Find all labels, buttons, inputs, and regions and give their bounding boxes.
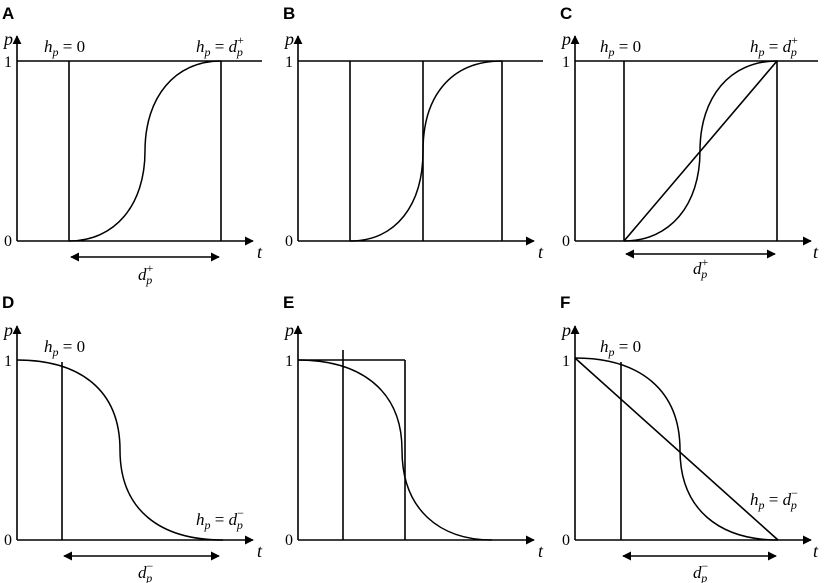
annotation-hp-dp: hp = d+ p bbox=[196, 33, 244, 59]
annotation-hp-zero: hp = 0 bbox=[44, 37, 85, 59]
sigmoid-curve bbox=[16, 359, 224, 541]
annotation-hp-dp: hp = d− p bbox=[196, 506, 244, 532]
panel-letter-a: A bbox=[2, 4, 14, 23]
duration-label: d+ p bbox=[693, 255, 709, 281]
linear-line bbox=[574, 357, 779, 541]
duration-label: d+ p bbox=[138, 261, 154, 287]
y-tick-top: 1 bbox=[4, 54, 12, 71]
y-axis-label: p bbox=[2, 29, 13, 49]
x-axis-label: t bbox=[257, 541, 263, 561]
panel-e: E p t 1 0 bbox=[283, 293, 544, 561]
linear-line bbox=[623, 60, 778, 242]
x-axis-label: t bbox=[538, 541, 544, 561]
y-axis-label: p bbox=[283, 29, 294, 49]
x-axis-label: t bbox=[538, 242, 544, 262]
annotation-hp-zero: hp = 0 bbox=[44, 337, 85, 359]
duration-label: d− p bbox=[138, 559, 154, 583]
y-axis-label: p bbox=[2, 320, 13, 340]
y-tick-bottom: 0 bbox=[4, 532, 12, 549]
y-axis-label: p bbox=[560, 29, 571, 49]
panel-a: A p t 1 0 hp = 0 hp = d+ p d+ p bbox=[2, 4, 263, 287]
panel-letter-e: E bbox=[283, 293, 294, 312]
panel-letter-f: F bbox=[560, 293, 570, 312]
duration-label: d− p bbox=[693, 559, 709, 583]
panel-c: C p t 1 0 hp = 0 hp = d+ p d+ p bbox=[560, 4, 819, 281]
y-axis-label: p bbox=[560, 320, 571, 340]
y-tick-top: 1 bbox=[562, 353, 570, 370]
annotation-hp-zero: hp = 0 bbox=[600, 337, 641, 359]
x-axis-label: t bbox=[813, 242, 819, 262]
y-tick-bottom: 0 bbox=[285, 532, 293, 549]
panel-f: F p t 1 0 hp = 0 hp = d− p d− p bbox=[560, 293, 819, 583]
panel-letter-b: B bbox=[283, 4, 295, 23]
y-tick-top: 1 bbox=[285, 54, 293, 71]
panel-d: D p t 1 0 hp = 0 hp = d− p d− p bbox=[2, 293, 263, 583]
sigmoid-curve bbox=[574, 357, 779, 541]
panel-letter-d: D bbox=[2, 293, 14, 312]
annotation-hp-zero: hp = 0 bbox=[600, 37, 641, 59]
x-axis-label: t bbox=[813, 541, 819, 561]
y-tick-top: 1 bbox=[285, 353, 293, 370]
sigmoid-curve bbox=[297, 359, 493, 541]
y-tick-bottom: 0 bbox=[285, 233, 293, 250]
y-tick-top: 1 bbox=[4, 353, 12, 370]
annotation-hp-dp: hp = d+ p bbox=[750, 33, 798, 59]
sigmoid-curve bbox=[68, 60, 222, 242]
annotation-hp-dp: hp = d− p bbox=[750, 486, 798, 512]
y-axis-label: p bbox=[283, 320, 294, 340]
y-tick-bottom: 0 bbox=[562, 233, 570, 250]
y-tick-top: 1 bbox=[562, 54, 570, 71]
y-tick-bottom: 0 bbox=[4, 233, 12, 250]
panel-letter-c: C bbox=[560, 4, 572, 23]
panel-b: B p t 1 0 bbox=[283, 4, 544, 262]
x-axis-label: t bbox=[257, 242, 263, 262]
sigmoid-curve bbox=[349, 60, 503, 242]
y-tick-bottom: 0 bbox=[562, 532, 570, 549]
